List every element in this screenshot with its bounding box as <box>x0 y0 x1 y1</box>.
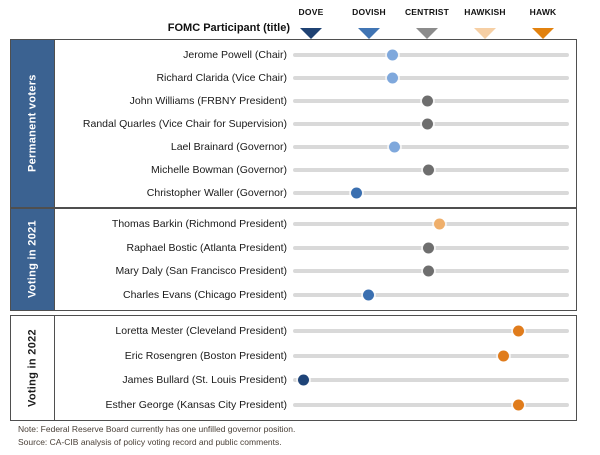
participant-label: John Williams (FRBNY President) <box>129 94 287 107</box>
participant-row: Richard Clarida (Vice Chair) <box>55 66 576 89</box>
stance-dot <box>513 325 524 337</box>
participant-row: Jerome Powell (Chair) <box>55 43 576 66</box>
stance-track <box>293 187 569 198</box>
participant-row: Randal Quarles (Vice Chair for Supervisi… <box>55 112 576 135</box>
stance-track <box>293 72 569 83</box>
participant-label: Eric Rosengren (Boston President) <box>124 349 287 362</box>
participant-label: Mary Daly (San Francisco President) <box>115 265 287 278</box>
section-sidebar: Voting in 2021 <box>11 209 55 310</box>
section-sidebar: Voting in 2022 <box>11 316 55 420</box>
participant-row: Eric Rosengren (Boston President) <box>55 344 576 369</box>
stance-track <box>293 289 569 301</box>
stance-track <box>293 265 569 277</box>
stance-dot <box>422 95 433 106</box>
stance-dot <box>434 218 445 230</box>
stance-dot <box>351 187 362 198</box>
section-permanent-voters: Permanent voters Jerome Powell (Chair) Ric… <box>10 39 577 208</box>
section-label: Voting in 2022 <box>26 329 39 407</box>
participant-label: Lael Brainard (Governor) <box>170 140 287 153</box>
participant-label: Thomas Barkin (Richmond President) <box>111 217 287 230</box>
section-label: Permanent voters <box>26 74 39 173</box>
participant-row: John Williams (FRBNY President) <box>55 89 576 112</box>
section-rows: Loretta Mester (Cleveland President) Eric… <box>55 316 576 420</box>
stance-label: DOVE <box>298 7 324 17</box>
stance-track <box>293 49 569 60</box>
participant-row: Christopher Waller (Governor) <box>55 181 576 204</box>
stance-track <box>293 242 569 254</box>
participant-row: Thomas Barkin (Richmond President) <box>55 212 576 236</box>
stance-dot <box>513 399 524 411</box>
section-rows: Thomas Barkin (Richmond President) Raphae… <box>55 209 576 310</box>
participant-label: Michelle Bowman (Governor) <box>151 163 287 176</box>
participant-row: Lael Brainard (Governor) <box>55 135 576 158</box>
triangle-marker-icon <box>532 28 554 39</box>
stance-track <box>293 141 569 152</box>
participant-row: Raphael Bostic (Atlanta President) <box>55 236 576 260</box>
stance-dot <box>387 72 398 83</box>
participant-row: Charles Evans (Chicago President) <box>55 283 576 307</box>
stance-track <box>293 218 569 230</box>
stance-dot <box>423 164 434 175</box>
participant-row: Loretta Mester (Cleveland President) <box>55 319 576 344</box>
participant-label: Randal Quarles (Vice Chair for Supervisi… <box>82 117 287 130</box>
participant-label: James Bullard (St. Louis President) <box>122 374 287 387</box>
section-sidebar: Permanent voters <box>11 40 55 207</box>
section-label: Voting in 2021 <box>26 220 39 299</box>
triangle-marker-icon <box>300 28 322 39</box>
participant-row: Esther George (Kansas City President) <box>55 393 576 418</box>
section-rows: Jerome Powell (Chair) Richard Clarida (Vi… <box>55 40 576 207</box>
stance-dot <box>387 49 398 60</box>
participant-label: Richard Clarida (Vice Chair) <box>156 71 287 84</box>
stance-label: CENTRIST <box>404 7 450 17</box>
stance-track <box>293 325 569 337</box>
participant-label: Loretta Mester (Cleveland President) <box>115 325 287 338</box>
source-line: Source: CA-CIB analysis of policy voting… <box>18 437 282 447</box>
note-line: Note: Federal Reserve Board currently ha… <box>18 424 296 434</box>
participant-label: Charles Evans (Chicago President) <box>123 289 287 302</box>
section-voting-in-2022: Voting in 2022 Loretta Mester (Cleveland … <box>10 315 577 421</box>
stance-track <box>293 350 569 362</box>
stance-dot <box>389 141 400 152</box>
triangle-marker-icon <box>474 28 496 39</box>
triangle-marker-icon <box>416 28 438 39</box>
stance-dot <box>363 289 374 301</box>
stance-track <box>293 399 569 411</box>
footnotes: Note: Federal Reserve Board currently ha… <box>18 423 295 449</box>
participant-label: Esther George (Kansas City President) <box>105 398 288 411</box>
participant-column-header: FOMC Participant (title) <box>167 22 290 34</box>
stance-label: HAWKISH <box>464 7 506 17</box>
triangle-marker-icon <box>358 28 380 39</box>
stance-track <box>293 164 569 175</box>
stance-track <box>293 374 569 386</box>
stance-dot <box>423 265 434 277</box>
stance-track <box>293 118 569 129</box>
stance-dot <box>298 374 309 386</box>
stance-label: DOVISH <box>352 7 386 17</box>
stance-dot <box>423 242 434 254</box>
section-voting-in-2021: Voting in 2021 Thomas Barkin (Richmond Pr… <box>10 208 577 311</box>
stance-track <box>293 95 569 106</box>
participant-label: Christopher Waller (Governor) <box>146 186 287 199</box>
participant-row: James Bullard (St. Louis President) <box>55 368 576 393</box>
stance-dot <box>498 350 509 362</box>
participant-label: Jerome Powell (Chair) <box>183 48 287 61</box>
participant-row: Michelle Bowman (Governor) <box>55 158 576 181</box>
stance-label: HAWK <box>529 7 557 17</box>
participant-row: Mary Daly (San Francisco President) <box>55 260 576 284</box>
stance-dot <box>422 118 433 129</box>
participant-label: Raphael Bostic (Atlanta President) <box>126 241 288 254</box>
